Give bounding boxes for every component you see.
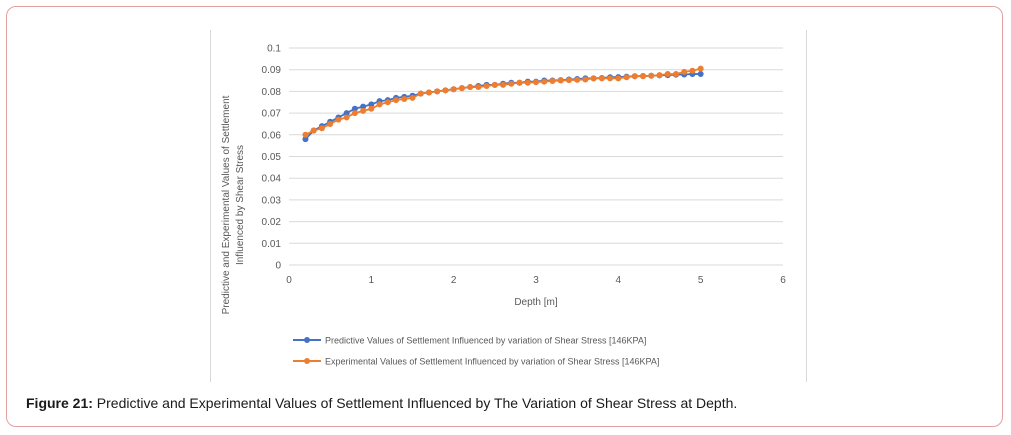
legend-item: Predictive Values of Settlement Influenc… (293, 336, 646, 346)
y-tick-label: 0.08 (262, 87, 282, 98)
figure-frame (6, 6, 1003, 427)
data-point (524, 79, 531, 86)
data-point (376, 101, 383, 108)
data-point (664, 71, 671, 78)
y-tick-label: 0.1 (267, 44, 281, 55)
gridlines (289, 47, 783, 266)
data-point (574, 76, 581, 83)
x-axis-label: Depth [m] (514, 297, 558, 308)
x-axis-ticks: 0 1 2 3 4 5 6 (286, 275, 786, 286)
data-point (549, 77, 556, 84)
data-point (351, 110, 358, 117)
data-point (302, 136, 309, 143)
legend: Predictive Values of Settlement Influenc… (293, 336, 659, 367)
y-tick-label: 0.09 (262, 65, 282, 76)
data-point (458, 85, 465, 92)
legend-item: Experimental Values of Settlement Influe… (293, 357, 659, 367)
x-tick-label: 6 (780, 275, 786, 286)
data-point (656, 72, 663, 79)
x-tick-label: 2 (451, 275, 457, 286)
y-tick-label: 0.01 (262, 239, 282, 250)
settlement-line-chart: 0 0.01 0.02 0.03 0.04 0.05 0.06 0.07 0.08 0.09 0.1… (221, 44, 786, 367)
data-point (697, 65, 704, 72)
data-point (425, 89, 432, 96)
data-point (417, 90, 424, 97)
data-point (302, 131, 309, 138)
data-point (327, 120, 334, 127)
y-axis-label: Predictive and Experimental Values of Se… (221, 95, 246, 314)
y-axis-ticks: 0 0.01 0.02 0.03 0.04 0.05 0.06 0.07 0.08 0.09 0.1 (262, 44, 282, 272)
data-point (565, 77, 572, 84)
data-point (343, 114, 350, 121)
data-point (615, 75, 622, 82)
y-tick-label: 0.06 (262, 130, 282, 141)
data-point (491, 81, 498, 88)
data-point (368, 105, 375, 112)
data-point (500, 81, 507, 88)
data-point (384, 99, 391, 106)
x-tick-label: 4 (616, 275, 622, 286)
data-point (590, 75, 597, 82)
y-tick-label: 0.03 (262, 195, 282, 206)
series-1 (302, 71, 704, 143)
data-point (450, 86, 457, 93)
data-point (360, 107, 367, 114)
data-point (409, 94, 416, 101)
data-point (343, 110, 350, 117)
legend-marker (304, 358, 310, 364)
y-axis-label-line: Influenced by Shear Stress (235, 145, 246, 265)
data-point (483, 82, 490, 89)
series-2 (302, 65, 704, 138)
x-tick-label: 5 (698, 275, 704, 286)
data-point (648, 72, 655, 79)
chart-area: 0 0.01 0.02 0.03 0.04 0.05 0.06 0.07 0.08 0.09 0.1… (210, 30, 807, 382)
y-tick-label: 0.02 (262, 217, 282, 228)
legend-label: Predictive Values of Settlement Influenc… (325, 336, 646, 346)
figure-caption-label: Figure 21: (26, 395, 93, 411)
data-point (681, 68, 688, 75)
legend-label: Experimental Values of Settlement Influe… (325, 357, 659, 367)
data-point (598, 75, 605, 82)
y-tick-label: 0.05 (262, 152, 282, 163)
data-point (541, 78, 548, 85)
data-point (697, 71, 704, 78)
data-point (351, 105, 358, 112)
figure-caption: Figure 21: Predictive and Experimental V… (26, 395, 737, 411)
x-tick-label: 3 (533, 275, 539, 286)
y-tick-label: 0.04 (262, 174, 282, 185)
data-point (318, 125, 325, 132)
data-point (335, 116, 342, 123)
data-point (368, 101, 375, 108)
y-tick-label: 0 (275, 261, 281, 272)
data-point (631, 73, 638, 80)
data-point (360, 103, 367, 110)
data-point (623, 74, 630, 81)
y-tick-label: 0.07 (262, 109, 282, 120)
data-point (475, 84, 482, 91)
data-point (640, 73, 647, 80)
data-point (557, 77, 564, 84)
data-point (533, 79, 539, 86)
data-point (582, 76, 589, 83)
series-layer (302, 65, 704, 143)
figure-caption-text: Predictive and Experimental Values of Se… (92, 395, 738, 411)
data-point (310, 127, 317, 134)
x-tick-label: 1 (369, 275, 375, 286)
data-point (434, 88, 441, 95)
data-point (672, 71, 679, 78)
data-point (393, 97, 400, 104)
x-tick-label: 0 (286, 275, 292, 286)
data-point (442, 87, 449, 94)
legend-marker (304, 337, 310, 343)
y-axis-label-line: Predictive and Experimental Values of Se… (221, 95, 232, 314)
data-point (508, 80, 515, 87)
data-point (516, 79, 523, 86)
data-point (401, 95, 408, 102)
data-point (689, 67, 696, 74)
data-point (607, 75, 614, 82)
data-point (467, 84, 474, 91)
